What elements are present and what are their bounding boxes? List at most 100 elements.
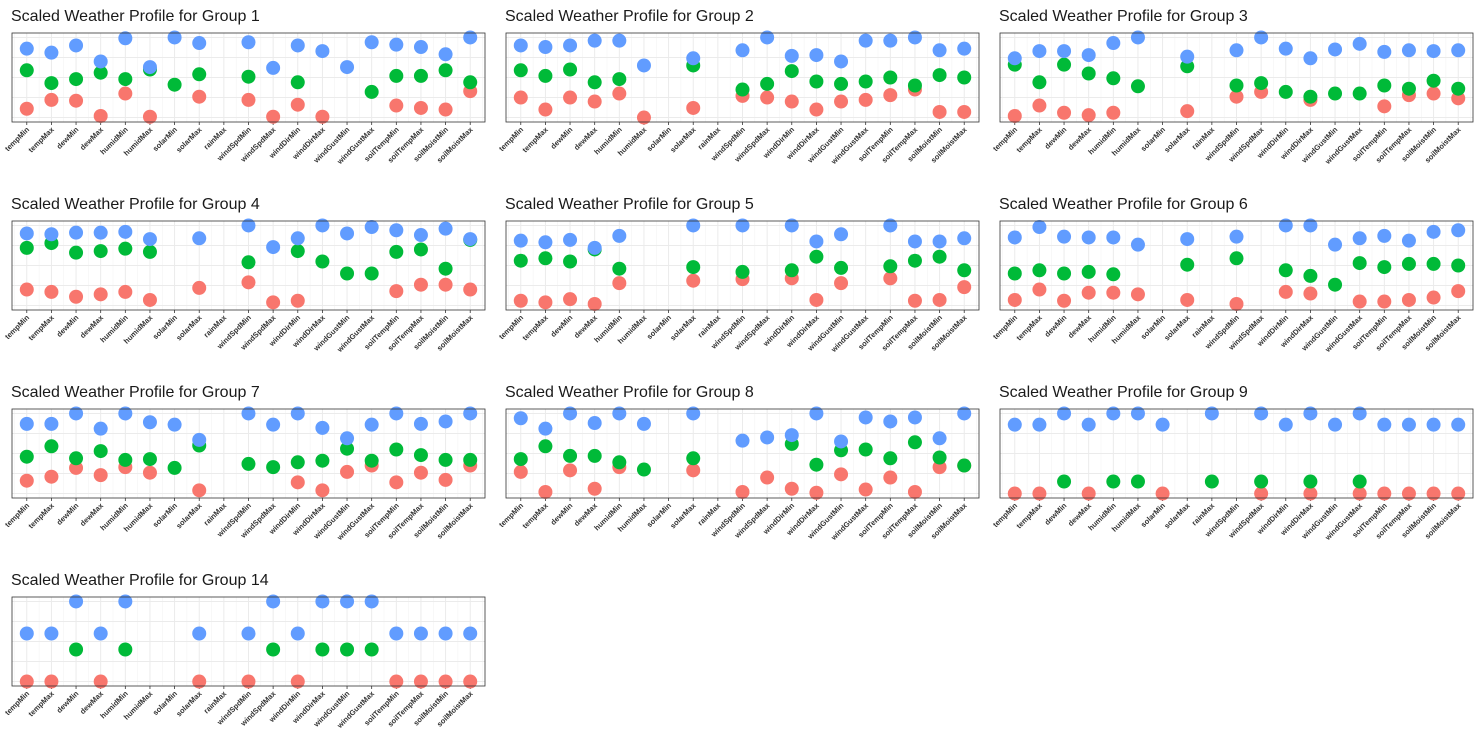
dot <box>538 102 553 117</box>
dot <box>290 475 305 490</box>
dot <box>142 292 157 307</box>
plot-border <box>11 596 486 687</box>
dot <box>907 410 922 425</box>
dot <box>290 674 305 689</box>
dot <box>1106 406 1121 421</box>
x-tick-label: dewMin <box>549 501 575 527</box>
dot <box>686 260 701 275</box>
dot <box>1007 417 1022 432</box>
dot <box>463 75 478 90</box>
chart-title: Scaled Weather Profile for Group 3 <box>999 8 1248 25</box>
dot <box>1303 51 1318 66</box>
dot <box>389 406 404 421</box>
x-tick-label: solarMax <box>174 688 204 718</box>
dot <box>784 428 799 443</box>
dot <box>858 410 873 425</box>
dot <box>463 282 478 297</box>
dot <box>957 104 972 119</box>
dot <box>438 452 453 467</box>
dot <box>513 233 528 248</box>
dot <box>241 35 256 50</box>
dot <box>1057 266 1072 281</box>
dot <box>538 251 553 266</box>
dot <box>266 594 281 609</box>
x-tick-label: tempMax <box>520 312 550 342</box>
dot <box>907 234 922 249</box>
dot <box>315 642 330 657</box>
dot <box>290 244 305 259</box>
dot <box>438 674 453 689</box>
dot <box>463 30 478 45</box>
dot <box>1352 486 1367 501</box>
dot <box>192 89 207 104</box>
dot <box>834 467 849 482</box>
dot <box>241 92 256 107</box>
dot <box>1130 406 1145 421</box>
dot <box>1254 76 1269 91</box>
dot <box>19 41 34 56</box>
x-tick-label: solarMax <box>174 500 204 530</box>
x-tick-label: tempMax <box>520 124 550 154</box>
dot <box>809 485 824 500</box>
dot <box>612 228 627 243</box>
dot <box>1007 266 1022 281</box>
dot <box>1057 229 1072 244</box>
dot <box>612 33 627 48</box>
dot <box>809 102 824 117</box>
dot <box>957 231 972 246</box>
dot <box>1426 486 1441 501</box>
dot <box>19 626 34 641</box>
dot <box>1352 36 1367 51</box>
dot <box>19 282 34 297</box>
dot <box>1426 224 1441 239</box>
dot <box>438 626 453 641</box>
dot <box>438 277 453 292</box>
x-tick-label: tempMax <box>26 312 56 342</box>
dot <box>1007 292 1022 307</box>
dot <box>538 68 553 83</box>
x-tick-label: dewMin <box>55 689 81 715</box>
dot <box>192 626 207 641</box>
dot <box>809 74 824 89</box>
dot <box>142 60 157 75</box>
dot <box>932 68 947 83</box>
chart-title: Scaled Weather Profile for Group 9 <box>999 384 1248 401</box>
dot <box>19 416 34 431</box>
dot <box>1278 41 1293 56</box>
dot <box>1204 406 1219 421</box>
dot <box>19 240 34 255</box>
dot <box>686 273 701 288</box>
chart-title: Scaled Weather Profile for Group 1 <box>11 8 260 25</box>
dot <box>389 244 404 259</box>
plot-border <box>505 32 980 123</box>
dot <box>1057 293 1072 308</box>
dot <box>932 104 947 119</box>
dot <box>389 98 404 113</box>
dot <box>834 76 849 91</box>
dot <box>735 484 750 499</box>
dot <box>1106 474 1121 489</box>
dot <box>932 460 947 475</box>
dot <box>290 293 305 308</box>
dot <box>241 69 256 84</box>
dot <box>1451 486 1466 501</box>
dot <box>563 463 578 478</box>
dot <box>1057 44 1072 59</box>
chart-title: Scaled Weather Profile for Group 7 <box>11 384 260 401</box>
dot <box>438 261 453 276</box>
dot <box>1303 218 1318 233</box>
dot <box>1377 260 1392 275</box>
dot <box>957 263 972 278</box>
x-tick-label: solarMax <box>174 124 204 154</box>
dot <box>636 110 651 125</box>
dot <box>735 43 750 58</box>
dot <box>69 225 84 240</box>
dot <box>241 674 256 689</box>
dot <box>612 86 627 101</box>
dot <box>44 45 59 60</box>
dot <box>315 254 330 269</box>
dot <box>19 674 34 689</box>
dot <box>1377 294 1392 309</box>
plot-border <box>11 408 486 499</box>
